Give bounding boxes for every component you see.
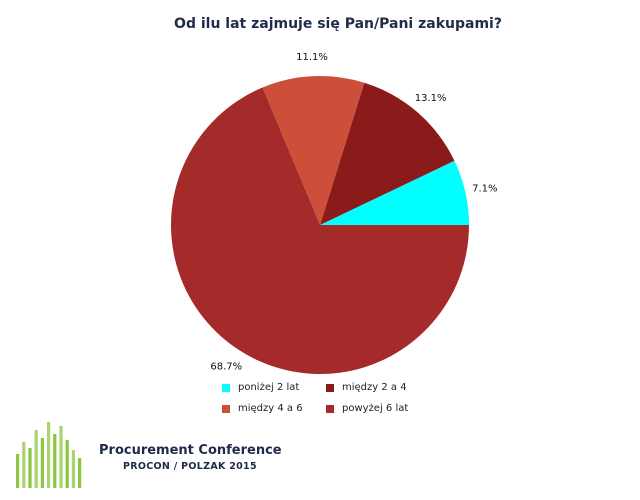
logo-stripe xyxy=(53,434,57,488)
legend-swatch-2 xyxy=(326,383,334,392)
logo-stripe xyxy=(22,442,26,488)
slice-label-4: 68.7% xyxy=(210,362,242,373)
logo-stripe xyxy=(59,426,63,488)
logo-title: Procurement Conference xyxy=(99,443,282,458)
logo-stripe xyxy=(78,458,82,488)
logo-stripe xyxy=(34,430,38,488)
logo-stripe xyxy=(28,448,32,488)
legend-label-4: powyżej 6 lat xyxy=(342,403,409,414)
legend-label-3: między 4 a 6 xyxy=(238,403,303,414)
chart-title: Od ilu lat zajmuje się Pan/Pani zakupami… xyxy=(174,16,502,32)
logo-stripe xyxy=(16,454,20,488)
legend-swatch-1 xyxy=(222,383,230,392)
procon-logo-icon xyxy=(16,422,82,488)
legend-label-1: poniżej 2 lat xyxy=(238,382,300,393)
pie-slice-4 xyxy=(170,87,469,374)
legend-item-4: powyżej 6 lat xyxy=(326,403,408,414)
legend-swatch-4 xyxy=(326,404,334,413)
slice-label-2: 13.1% xyxy=(415,93,447,104)
slice-label-3: 11.1% xyxy=(296,52,328,63)
slice-label-1: 7.1% xyxy=(472,184,497,195)
logo-stripe xyxy=(40,438,44,488)
legend-swatch-3 xyxy=(222,404,230,413)
logo-stripe xyxy=(65,440,69,488)
legend-item-2: między 2 a 4 xyxy=(326,382,407,393)
pie-slice-3 xyxy=(262,76,365,225)
legend-item-1: poniżej 2 lat xyxy=(222,382,299,393)
pie-slice-1 xyxy=(320,160,469,225)
logo-stripe xyxy=(47,422,51,488)
legend-label-2: między 2 a 4 xyxy=(342,382,407,393)
logo-stripe xyxy=(71,450,75,488)
legend-item-3: między 4 a 6 xyxy=(222,403,303,414)
logo-subtitle: PROCON / POLZAK 2015 xyxy=(123,461,257,472)
pie-slice-2 xyxy=(320,82,455,225)
